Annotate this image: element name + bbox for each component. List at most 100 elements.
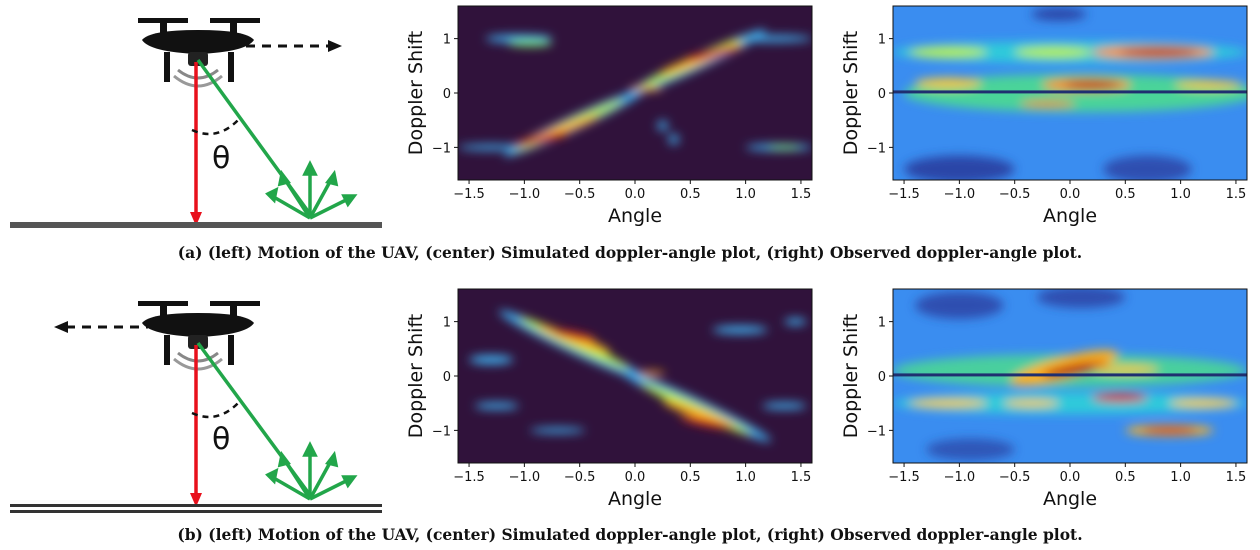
heatmap-cell xyxy=(1119,48,1198,57)
heatmap-b-observed: −1.5 −1.0 −0.5 0.0 0.5 1.0 1.5 −1 0 1 Angle Doppler… xyxy=(840,288,1248,510)
heatmap-cell xyxy=(915,77,982,89)
heatmap-cell xyxy=(1014,46,1093,58)
y-tick-label: −1 xyxy=(867,141,886,156)
drone-body-icon xyxy=(142,30,254,54)
heatmap-cell xyxy=(1175,80,1242,90)
x-axis-label: Angle xyxy=(608,488,662,510)
angle-arc-a xyxy=(191,117,241,136)
figure-row-b: θ −1.5 −1.0 −0.5 0.0 0.5 1.0 1.5 −1 0 1 Angle Doppl… xyxy=(0,283,1260,550)
heatmap-cell xyxy=(657,120,669,132)
heatmap-cell xyxy=(1064,81,1120,89)
heatmap-cell xyxy=(926,438,1015,461)
heatmap-area xyxy=(458,289,812,463)
x-axis-label: Angle xyxy=(1043,205,1097,227)
x-tick-label: 0.5 xyxy=(1115,470,1136,485)
heatmap-cell xyxy=(909,398,988,408)
heatmap-cell xyxy=(915,291,1004,319)
y-axis-label: Doppler Shift xyxy=(840,314,862,438)
heatmap-cell xyxy=(893,392,1247,415)
heatmap-cell xyxy=(629,86,663,91)
y-tick-label: 0 xyxy=(878,370,886,385)
heatmap-cell xyxy=(638,371,665,376)
x-tick-label: 1.0 xyxy=(735,470,756,485)
y-tick-label: 0 xyxy=(443,87,451,102)
heatmap-a-observed: −1.5 −1.0 −0.5 0.0 0.5 1.0 1.5 −1 0 1 Angle Doppler… xyxy=(840,5,1248,227)
x-tick-label: −0.5 xyxy=(999,470,1031,485)
x-axis-label: Angle xyxy=(1043,488,1097,510)
sensor-wave-icon xyxy=(177,351,219,363)
y-tick-label: 0 xyxy=(443,370,451,385)
y-tick-label: −1 xyxy=(432,424,451,439)
caption-a: (a) (left) Motion of the UAV, (center) S… xyxy=(177,243,1083,262)
heatmap-b-simulated: −1.5 −1.0 −0.5 0.0 0.5 1.0 1.5 −1 0 1 Angle Doppler… xyxy=(405,288,813,510)
x-axis-label: Angle xyxy=(608,205,662,227)
heatmap-cell xyxy=(1092,393,1148,403)
x-tick-label: 1.0 xyxy=(1170,470,1191,485)
x-tick-label: 1.5 xyxy=(791,187,812,202)
scatter-arrows-b xyxy=(265,441,358,501)
x-tick-label: 0.0 xyxy=(625,470,646,485)
drone-body-icon xyxy=(142,313,254,337)
y-tick-label: −1 xyxy=(867,424,886,439)
caption-b: (b) (left) Motion of the UAV, (center) S… xyxy=(177,525,1083,544)
heatmap-cell xyxy=(909,46,988,58)
heatmap-cell xyxy=(474,402,519,410)
x-tick-label: −1.0 xyxy=(944,470,976,485)
uav-diagram-a: θ xyxy=(10,18,382,228)
heatmap-cell xyxy=(734,35,812,42)
heatmap-cell xyxy=(552,329,596,341)
heatmap-cell xyxy=(679,416,728,429)
x-tick-label: −0.5 xyxy=(564,470,596,485)
heatmap-cell xyxy=(1003,399,1059,407)
motion-arrow-a xyxy=(246,40,342,52)
heatmap-cell xyxy=(513,132,569,146)
y-tick-label: 1 xyxy=(443,33,451,48)
scatter-arrows-a xyxy=(265,160,358,220)
ground-a xyxy=(10,222,382,228)
x-tick-label: 0.5 xyxy=(680,187,701,202)
heatmap-cell xyxy=(685,47,740,61)
x-tick-label: −1.5 xyxy=(453,470,485,485)
y-tick-label: 1 xyxy=(878,33,886,48)
heatmap-cell xyxy=(1092,365,1159,374)
sensor-wave-icon xyxy=(177,68,219,80)
heatmap-area xyxy=(893,6,1247,180)
y-tick-label: −1 xyxy=(432,141,451,156)
zero-doppler-line xyxy=(893,90,1247,94)
x-tick-label: 0.0 xyxy=(625,187,646,202)
heatmap-cell xyxy=(529,427,586,434)
x-tick-label: 0.0 xyxy=(1060,187,1081,202)
heatmap-cell xyxy=(784,318,807,325)
heatmap-cell xyxy=(668,133,680,145)
heatmap-cell xyxy=(1169,398,1236,408)
heatmap-area xyxy=(458,6,812,180)
x-tick-label: −0.5 xyxy=(564,187,596,202)
x-tick-label: −1.5 xyxy=(453,187,485,202)
heatmap-cell xyxy=(904,155,1015,180)
x-tick-label: 1.5 xyxy=(791,470,812,485)
heatmap-cell xyxy=(1042,361,1109,378)
x-tick-label: 1.0 xyxy=(1170,187,1191,202)
y-tick-label: 1 xyxy=(878,316,886,331)
x-tick-label: 1.0 xyxy=(735,187,756,202)
y-axis-label: Doppler Shift xyxy=(405,31,427,155)
y-axis-label: Doppler Shift xyxy=(405,314,427,438)
heatmap-a-simulated: −1.5 −1.0 −0.5 0.0 0.5 1.0 1.5 −1 0 1 Angle Doppler… xyxy=(405,5,813,227)
heatmap-area xyxy=(893,289,1247,463)
y-tick-label: 1 xyxy=(443,316,451,331)
heatmap-cell xyxy=(1103,155,1192,180)
heatmap-cell xyxy=(767,145,801,150)
x-tick-label: 0.5 xyxy=(680,470,701,485)
heatmap-cell xyxy=(458,144,525,151)
uav-drone-b xyxy=(138,301,260,371)
zero-doppler-line xyxy=(893,373,1247,377)
x-tick-label: 0.0 xyxy=(1060,470,1081,485)
x-tick-label: 0.5 xyxy=(1115,187,1136,202)
uav-drone-a xyxy=(138,18,260,88)
heatmap-cell xyxy=(712,325,768,334)
x-tick-label: 1.5 xyxy=(1226,187,1247,202)
heatmap-cell xyxy=(762,402,807,410)
heatmap-cell xyxy=(1141,427,1198,434)
angle-arc-b xyxy=(191,400,241,419)
uav-diagram-b: θ xyxy=(10,301,382,513)
